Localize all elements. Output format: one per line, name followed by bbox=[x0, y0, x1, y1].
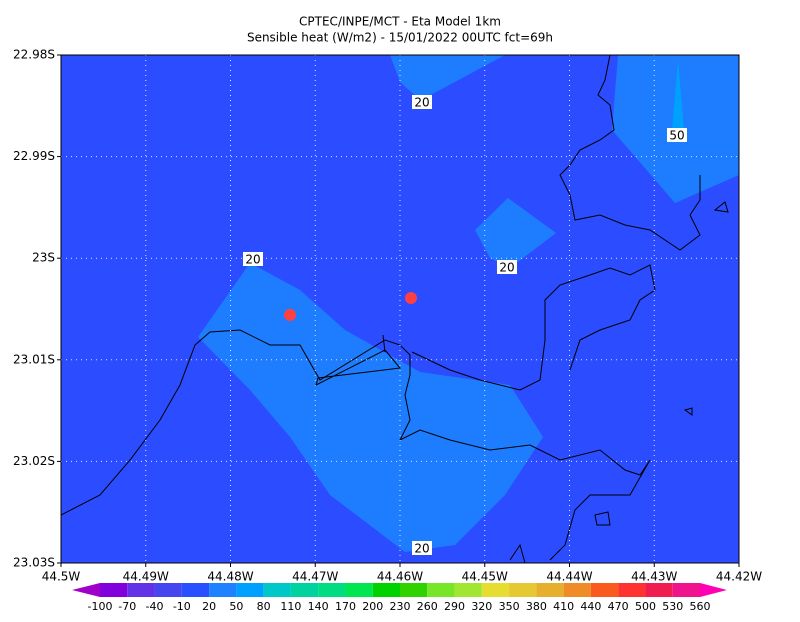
lat-tick-label: 22.99S bbox=[13, 149, 55, 163]
colorbar-label: 260 bbox=[417, 600, 438, 613]
colorbar-label: 440 bbox=[580, 600, 601, 613]
colorbar-label: 290 bbox=[444, 600, 465, 613]
coastline bbox=[509, 201, 729, 563]
colorbar-box bbox=[590, 583, 619, 597]
colorbar-label: 170 bbox=[335, 600, 356, 613]
field-region bbox=[390, 55, 505, 100]
colorbar-label: 410 bbox=[553, 600, 574, 613]
colorbar-label: 530 bbox=[662, 600, 683, 613]
colorbar-box bbox=[318, 583, 346, 597]
lon-tick-label: 44.44W bbox=[546, 570, 592, 584]
colorbar-box bbox=[345, 583, 373, 597]
contour-label-box bbox=[667, 128, 687, 142]
field-region bbox=[475, 198, 556, 268]
lat-tick-label: 23.03S bbox=[13, 556, 55, 570]
colorbar-label: 50 bbox=[229, 600, 243, 613]
colorbar-label: 20 bbox=[202, 600, 216, 613]
lon-tick-label: 44.47W bbox=[292, 570, 338, 584]
lat-tick-label: 23.02S bbox=[13, 454, 55, 468]
contour-label-box bbox=[412, 541, 432, 555]
colorbar-label: 470 bbox=[608, 600, 629, 613]
colorbar-box bbox=[454, 583, 482, 597]
colorbar-box bbox=[672, 583, 700, 597]
colorbar-box bbox=[154, 583, 182, 597]
coastline bbox=[315, 334, 401, 386]
colorbar-box bbox=[263, 583, 291, 597]
colorbar-box bbox=[645, 583, 673, 597]
marker bbox=[405, 292, 417, 304]
colorbar-box bbox=[127, 583, 155, 597]
lon-tick-label: 44.5W bbox=[42, 570, 81, 584]
colorbar-label: 110 bbox=[280, 600, 301, 613]
lon-tick-label: 44.46W bbox=[377, 570, 423, 584]
colorbar-box bbox=[427, 583, 455, 597]
colorbar-box bbox=[563, 583, 591, 597]
lon-tick-label: 44.42W bbox=[716, 570, 762, 584]
colorbar-label: -40 bbox=[146, 600, 164, 613]
colorbar-label: 560 bbox=[690, 600, 711, 613]
colorbar-end bbox=[72, 583, 100, 597]
contour-label-box bbox=[243, 252, 263, 266]
colorbar-label: 80 bbox=[257, 600, 271, 613]
colorbar-box bbox=[536, 583, 564, 597]
colorbar-box bbox=[372, 583, 400, 597]
contour-label: 20 bbox=[499, 261, 514, 275]
colorbar-box bbox=[209, 583, 237, 597]
colorbar-label: -10 bbox=[173, 600, 191, 613]
colorbar-box bbox=[181, 583, 210, 597]
contour-label-box bbox=[412, 95, 432, 109]
colorbar-label: 500 bbox=[635, 600, 656, 613]
lat-tick-label: 22.98S bbox=[13, 48, 55, 62]
coastline bbox=[411, 264, 656, 391]
title-line: Sensible heat (W/m2) - 15/01/2022 00UTC … bbox=[247, 31, 553, 45]
lon-tick-label: 44.48W bbox=[207, 570, 253, 584]
map-area bbox=[61, 55, 739, 563]
contour-label: 50 bbox=[669, 129, 684, 143]
field-region bbox=[671, 60, 685, 140]
colorbar-box bbox=[100, 583, 128, 597]
lat-tick-label: 23S bbox=[32, 251, 55, 265]
colorbar-label: -70 bbox=[118, 600, 136, 613]
colorbar-label: 200 bbox=[362, 600, 383, 613]
contour-label: 20 bbox=[414, 96, 429, 110]
colorbar-box bbox=[236, 583, 264, 597]
lon-tick-label: 44.43W bbox=[631, 570, 677, 584]
colorbar-label: 230 bbox=[390, 600, 411, 613]
colorbar-box bbox=[509, 583, 537, 597]
field-region bbox=[198, 263, 543, 552]
colorbar-end bbox=[700, 583, 727, 597]
title-line: CPTEC/INPE/MCT - Eta Model 1km bbox=[299, 15, 501, 29]
colorbar-label: 380 bbox=[526, 600, 547, 613]
contour-label: 20 bbox=[245, 253, 260, 267]
colorbar-label: 320 bbox=[471, 600, 492, 613]
contour-label-box bbox=[497, 260, 517, 274]
contour-label: 20 bbox=[414, 542, 429, 556]
lon-tick-label: 44.49W bbox=[123, 570, 169, 584]
colorbar-box bbox=[481, 583, 510, 597]
colorbar-label: 350 bbox=[499, 600, 520, 613]
lat-tick-label: 23.01S bbox=[13, 352, 55, 366]
colorbar-box bbox=[400, 583, 428, 597]
colorbar-label: 140 bbox=[308, 600, 329, 613]
coastline bbox=[61, 329, 651, 561]
lon-tick-label: 44.45W bbox=[462, 570, 508, 584]
colorbar-box bbox=[290, 583, 319, 597]
colorbar-label: -100 bbox=[88, 600, 113, 613]
marker bbox=[284, 309, 296, 321]
colorbar-box bbox=[618, 583, 646, 597]
